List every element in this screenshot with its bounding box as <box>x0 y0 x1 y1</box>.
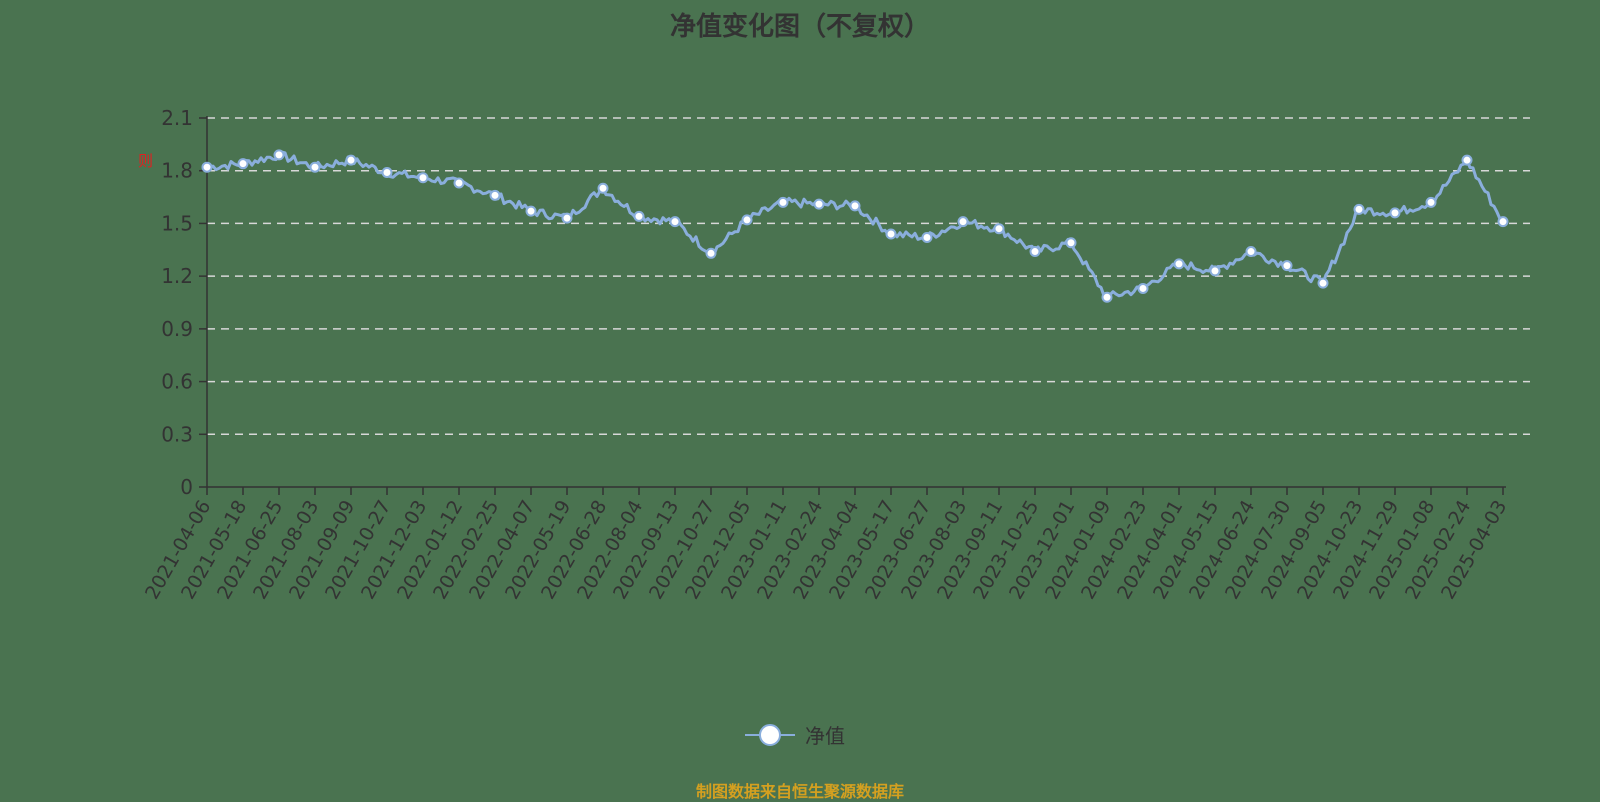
svg-text:1.2: 1.2 <box>161 264 193 288</box>
legend-item-nav[interactable]: 净值 <box>745 720 845 749</box>
grid-lines <box>207 117 1530 436</box>
y-axis-marker: 则 <box>138 152 154 170</box>
svg-text:1.5: 1.5 <box>161 211 193 235</box>
legend-label: 净值 <box>805 724 845 748</box>
svg-text:0.9: 0.9 <box>161 317 193 341</box>
chart-title: 净值变化图（不复权） <box>669 12 930 42</box>
svg-text:0.3: 0.3 <box>161 422 193 446</box>
y-axis: 0 0.3 0.6 0.9 1.2 1.5 1.8 2.1 <box>161 106 208 499</box>
data-source-footer: 制图数据来自恒生聚源数据库 <box>695 782 904 801</box>
svg-text:1.8: 1.8 <box>161 159 193 183</box>
svg-text:2.1: 2.1 <box>161 106 193 130</box>
data-markers <box>201 149 1509 303</box>
svg-text:0: 0 <box>180 475 193 499</box>
svg-text:0.6: 0.6 <box>161 370 193 394</box>
x-axis: 2021-04-062021-05-182021-06-252021-08-03… <box>141 486 1511 603</box>
legend-circle-icon <box>745 723 795 746</box>
